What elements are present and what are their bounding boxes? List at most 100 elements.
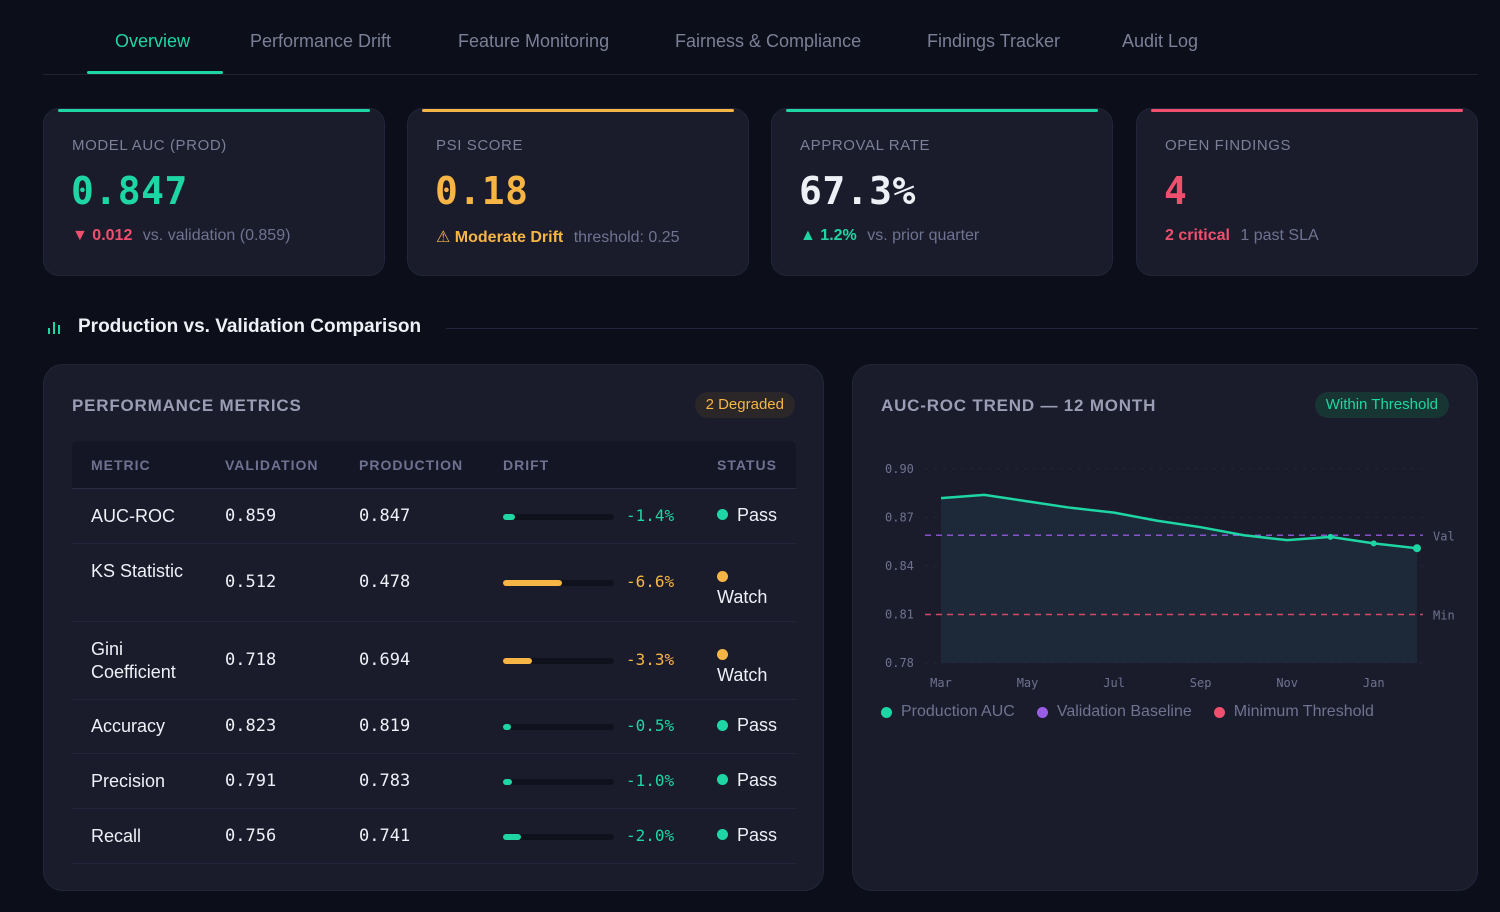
production-value: 0.741	[359, 825, 411, 846]
drift-value: -6.6%	[626, 572, 675, 591]
down-triangle-icon: ▼	[72, 227, 88, 244]
production-auc-line	[940, 493, 1418, 550]
kpi-delta: Moderate Drift	[454, 229, 564, 246]
chart-legend: Production AUC Validation Baseline Minimum…	[881, 703, 1396, 721]
metrics-table: METRIC VALIDATION PRODUCTION DRIFT STATU…	[72, 441, 796, 864]
y-tick-label: 0.81	[885, 608, 914, 622]
warning-icon: ⚠	[436, 229, 451, 246]
kpi-note: 1 past SLA	[1240, 227, 1319, 244]
status-dot-icon	[717, 774, 728, 786]
drift-value: -1.0%	[626, 770, 675, 790]
table-row[interactable]: Gini Coefficient 0.718 0.694 -3.3% Watch	[72, 622, 796, 700]
tab-audit-log[interactable]: Audit Log	[1122, 31, 1199, 51]
metric-name: Gini Coefficient	[91, 639, 176, 682]
drift-bar	[503, 658, 614, 664]
validation-value: 0.512	[225, 572, 277, 592]
performance-metrics-panel: PERFORMANCE METRICS 2 Degraded METRIC VA…	[43, 364, 824, 891]
drift-bar-fill	[503, 833, 521, 840]
x-tick-label: Sep	[1190, 676, 1212, 690]
drift-value: -1.4%	[626, 505, 675, 525]
drift-value: -3.3%	[626, 650, 675, 669]
kpi-label: PSI SCORE	[436, 137, 524, 154]
kpi-label: APPROVAL RATE	[800, 137, 931, 154]
drift-bar-fill	[503, 580, 562, 586]
tab-findings-tracker[interactable]: Findings Tracker	[927, 31, 1061, 51]
section-title: Production vs. Validation Comparison	[78, 316, 422, 337]
status-badge: Pass	[717, 715, 777, 736]
legend-label: Minimum Threshold	[1233, 703, 1374, 720]
data-point	[1370, 540, 1377, 547]
status-dot-icon	[717, 719, 728, 731]
kpi-delta: 1.2%	[820, 227, 857, 244]
kpi-subtext: 2 critical 1 past SLA	[1165, 227, 1319, 245]
production-value: 0.783	[359, 770, 411, 791]
production-value: 0.847	[359, 505, 411, 526]
status-badge: Pass	[717, 770, 777, 791]
kpi-subtext: ⚠ Moderate Drift threshold: 0.25	[436, 227, 680, 247]
kpi-accent-bar	[786, 109, 1098, 112]
col-status: STATUS	[717, 457, 777, 473]
status-badge: Watch	[717, 644, 777, 686]
y-tick-label: 0.90	[885, 462, 914, 476]
auc-trend-panel: AUC-ROC TREND — 12 MONTH Within Threshol…	[852, 364, 1478, 891]
legend-label: Production AUC	[901, 703, 1015, 720]
tab-fairness-compliance[interactable]: Fairness & Compliance	[675, 31, 862, 51]
section-heading: Production vs. Validation Comparison	[46, 316, 421, 338]
threshold-badge: Within Threshold	[1314, 392, 1449, 418]
kpi-accent-bar	[58, 109, 370, 112]
legend-item: Minimum Threshold	[1213, 703, 1374, 721]
production-auc-area	[941, 494, 1417, 663]
x-tick-label: Mar	[930, 676, 952, 690]
y-tick-label: 0.84	[885, 559, 914, 573]
tab-performance-drift[interactable]: Performance Drift	[250, 31, 392, 51]
table-row[interactable]: Accuracy 0.823 0.819 -0.5% Pass	[72, 700, 796, 754]
kpi-card-psi-score: PSI SCORE 0.18 ⚠ Moderate Drift threshol…	[407, 108, 749, 276]
tab-feature-monitoring[interactable]: Feature Monitoring	[458, 31, 610, 51]
table-header: METRIC VALIDATION PRODUCTION DRIFT STATU…	[72, 441, 796, 489]
drift-bar	[503, 513, 614, 520]
reference-line-label: Min	[1433, 609, 1455, 623]
status-label: Watch	[717, 665, 768, 685]
kpi-delta: 0.012	[92, 227, 133, 244]
table-row[interactable]: AUC-ROC 0.859 0.847 -1.4% Pass	[72, 489, 796, 544]
status-badge: Pass	[717, 505, 777, 526]
kpi-accent-bar	[422, 109, 734, 112]
status-badge: Pass	[717, 825, 777, 846]
table-row[interactable]: Precision 0.791 0.783 -1.0% Pass	[72, 754, 796, 809]
status-dot-icon	[717, 648, 728, 660]
panel-title: AUC-ROC TREND — 12 MONTH	[881, 396, 1157, 415]
metric-name: Recall	[91, 825, 142, 846]
metric-name: Precision	[91, 770, 166, 791]
drift-value: -0.5%	[626, 716, 675, 735]
status-badge: Watch	[717, 566, 777, 608]
col-production: PRODUCTION	[359, 457, 464, 473]
drift-bar	[503, 833, 614, 840]
tab-bar: Overview Performance Drift Feature Monit…	[43, 0, 1478, 75]
status-label: Pass	[737, 769, 778, 790]
metric-name: Accuracy	[91, 716, 166, 736]
validation-value: 0.791	[225, 770, 277, 791]
kpi-note: threshold: 0.25	[573, 229, 680, 246]
drift-bar	[503, 580, 614, 586]
production-value: 0.819	[359, 716, 411, 736]
status-dot-icon	[717, 829, 728, 841]
legend-dot-icon	[1036, 706, 1048, 718]
kpi-card-model-auc-prod: MODEL AUC (PROD) 0.847 ▼ 0.012 vs. valid…	[43, 108, 385, 276]
status-dot-icon	[717, 570, 728, 582]
metric-name: AUC-ROC	[91, 505, 175, 526]
kpi-value: 4	[1164, 169, 1188, 213]
x-tick-label: Jul	[1103, 676, 1125, 690]
table-row[interactable]: KS Statistic 0.512 0.478 -6.6% Watch	[72, 544, 796, 622]
table-row[interactable]: Recall 0.756 0.741 -2.0% Pass	[72, 809, 796, 864]
kpi-note: vs. prior quarter	[867, 227, 980, 244]
drift-bar-fill	[503, 724, 511, 730]
x-tick-label: Jan	[1363, 676, 1385, 690]
col-drift: DRIFT	[503, 457, 550, 473]
kpi-value: 67.3%	[799, 169, 916, 213]
tab-overview[interactable]: Overview	[115, 31, 191, 51]
kpi-label: OPEN FINDINGS	[1165, 137, 1292, 154]
x-tick-label: Nov	[1276, 676, 1298, 690]
kpi-delta: 2 critical	[1165, 227, 1230, 244]
drift-value: -2.0%	[626, 825, 675, 845]
auc-trend-chart: 0.90 0.87 0.84 0.81 0.78 Val Min Mar May Jul Sep No…	[885, 462, 1455, 690]
